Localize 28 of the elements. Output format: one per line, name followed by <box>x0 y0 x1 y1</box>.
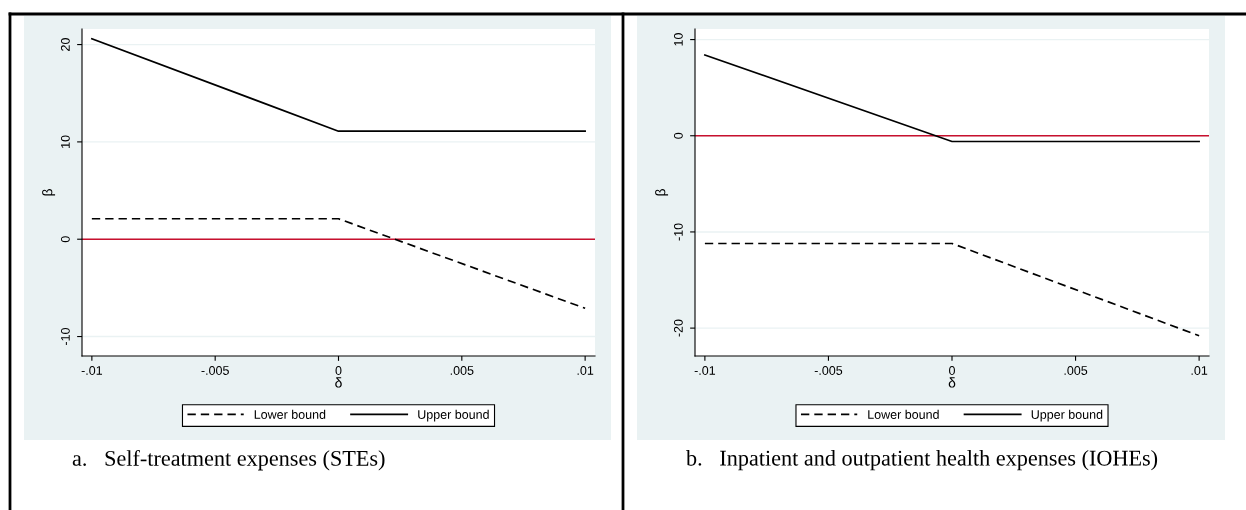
text: b. Inpatient and outpatient health expenses (IOHEs) <box>686 450 1158 471</box>
y-tick-label: -10 <box>673 223 683 241</box>
y-axis-title: β <box>42 189 56 196</box>
legend-label: Upper bound <box>1031 409 1103 422</box>
y-tick-label: 10 <box>60 135 70 148</box>
x-tick-label: .01 <box>577 366 594 375</box>
x-tick-label: -.01 <box>81 366 103 375</box>
y-tick-label: -10 <box>60 327 70 346</box>
x-tick-label: .01 <box>1191 366 1208 375</box>
x-axis-title: δ <box>948 377 956 388</box>
x-tick-label: .005 <box>1064 366 1088 375</box>
x-tick-label: 0 <box>335 366 342 375</box>
y-tick-label: -20 <box>673 319 683 337</box>
text: a. Self-treatment expenses (STEs) <box>72 450 385 471</box>
x-axis-title: δ <box>335 377 342 388</box>
y-tick-label: 0 <box>60 236 70 243</box>
legend-label: Lower bound <box>254 409 326 419</box>
y-tick-label: 10 <box>673 33 683 46</box>
y-axis-title: β <box>655 189 669 196</box>
x-tick-label: -.005 <box>201 366 229 375</box>
legend-label: Lower bound <box>868 409 939 419</box>
legend-label: Upper bound <box>418 409 489 422</box>
y-tick-label: 0 <box>673 132 683 139</box>
y-tick-label: 20 <box>60 38 70 51</box>
x-tick-label: -.005 <box>814 366 843 375</box>
x-tick-label: 0 <box>949 366 955 375</box>
x-tick-label: .005 <box>450 366 474 375</box>
x-tick-label: -.01 <box>694 366 716 375</box>
